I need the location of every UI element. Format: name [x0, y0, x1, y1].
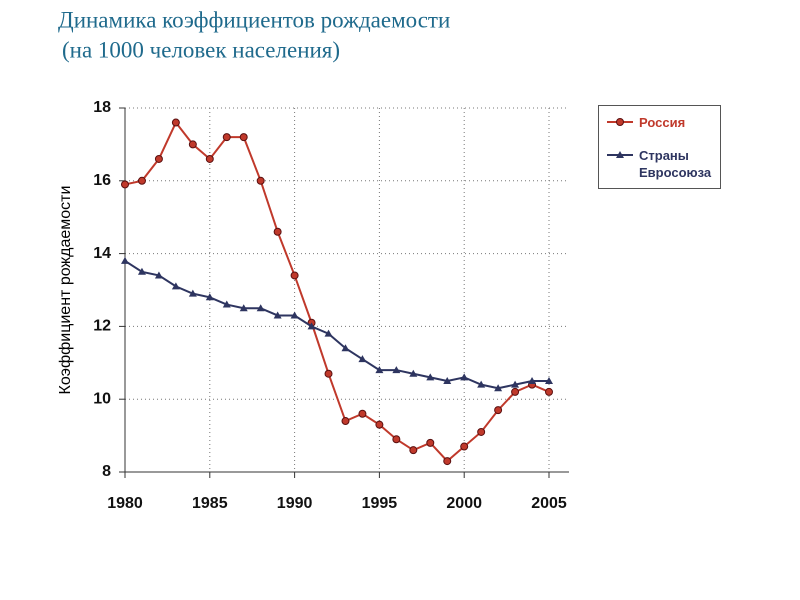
x-tick-label: 1980	[107, 495, 143, 512]
y-tick-label: 8	[102, 463, 111, 480]
marker	[121, 180, 129, 189]
y-tick-label: 16	[93, 172, 111, 189]
marker	[545, 387, 553, 396]
marker	[477, 427, 486, 436]
x-tick-label: 1990	[277, 495, 313, 512]
marker	[222, 133, 231, 142]
marker	[154, 154, 163, 163]
marker	[392, 366, 401, 374]
marker	[171, 118, 180, 127]
y-tick-label: 10	[93, 390, 111, 407]
marker	[256, 176, 265, 185]
legend-label: Россия	[639, 115, 686, 130]
y-tick-label: 18	[93, 99, 111, 116]
marker	[477, 380, 486, 388]
marker	[443, 377, 452, 384]
marker	[307, 322, 316, 330]
marker	[188, 289, 197, 297]
marker	[137, 176, 146, 185]
x-tick-label: 1995	[362, 495, 398, 512]
marker	[273, 311, 282, 319]
marker	[460, 373, 469, 381]
marker	[341, 417, 350, 426]
marker	[205, 154, 214, 163]
y-axis-label: Коэффициент рождаемости	[57, 186, 74, 395]
legend-entry: Россия	[605, 114, 714, 131]
marker	[137, 267, 146, 275]
marker	[171, 282, 180, 290]
marker	[358, 409, 367, 418]
chart-subtitle: (на 1000 человек населения)	[62, 37, 340, 62]
marker	[426, 373, 435, 381]
marker	[511, 387, 520, 396]
marker	[426, 438, 435, 447]
marker	[375, 366, 384, 374]
marker	[616, 118, 624, 126]
legend-icon	[607, 151, 633, 158]
marker	[239, 304, 248, 312]
marker	[324, 369, 333, 378]
marker	[358, 355, 367, 363]
marker	[392, 435, 401, 444]
marker	[409, 446, 418, 455]
marker	[443, 457, 452, 466]
legend-entry: Страны Евросоюза	[605, 147, 714, 181]
x-tick-label: 2000	[446, 495, 482, 512]
marker	[273, 227, 282, 236]
marker	[121, 256, 129, 264]
x-tick-label: 2005	[531, 495, 567, 512]
marker	[256, 304, 265, 312]
legend: Россия Страны Евросоюза	[598, 105, 721, 189]
marker	[460, 442, 469, 451]
x-tick-label: 1985	[192, 495, 228, 512]
marker	[239, 133, 248, 142]
marker	[494, 384, 503, 392]
marker	[205, 293, 214, 301]
marker	[375, 420, 384, 429]
marker	[290, 271, 299, 280]
marker	[545, 377, 553, 384]
marker	[528, 377, 537, 384]
marker	[409, 369, 418, 377]
marker	[154, 271, 163, 279]
marker	[616, 151, 624, 158]
legend-icon	[607, 118, 633, 126]
chart-title: Динамика коэффициентов рождаемости	[58, 7, 450, 32]
marker	[324, 329, 333, 337]
legend-label: Страны Евросоюза	[639, 148, 712, 180]
marker	[494, 406, 503, 415]
marker	[511, 380, 520, 388]
marker	[188, 140, 197, 149]
line	[124, 260, 549, 390]
marker	[341, 344, 350, 352]
marker	[290, 311, 299, 319]
marker	[222, 300, 231, 308]
y-tick-label: 12	[93, 318, 111, 335]
y-tick-label: 14	[93, 245, 111, 262]
